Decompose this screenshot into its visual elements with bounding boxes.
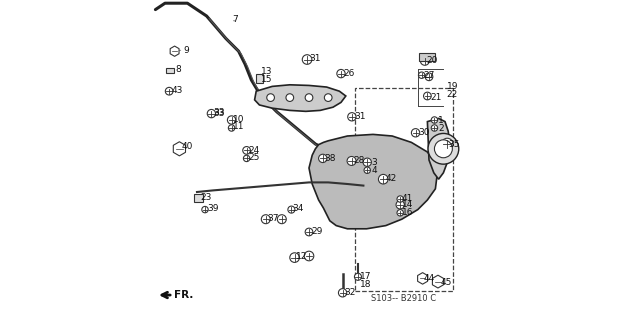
Circle shape bbox=[431, 125, 438, 131]
Polygon shape bbox=[433, 275, 444, 288]
Circle shape bbox=[277, 215, 286, 224]
Text: 15: 15 bbox=[261, 75, 273, 84]
Circle shape bbox=[441, 138, 453, 150]
Circle shape bbox=[319, 154, 327, 163]
Text: 33: 33 bbox=[213, 109, 224, 118]
Circle shape bbox=[348, 113, 356, 121]
Text: 10: 10 bbox=[233, 115, 244, 124]
Bar bbox=[355, 88, 453, 291]
Text: 3: 3 bbox=[371, 158, 377, 167]
Text: 27: 27 bbox=[423, 71, 434, 80]
Circle shape bbox=[431, 117, 438, 123]
Circle shape bbox=[288, 206, 295, 213]
Circle shape bbox=[243, 147, 250, 154]
Circle shape bbox=[347, 156, 356, 165]
Polygon shape bbox=[428, 118, 450, 179]
Text: 30: 30 bbox=[418, 128, 430, 137]
Text: 17: 17 bbox=[360, 272, 371, 281]
Circle shape bbox=[364, 167, 370, 173]
Circle shape bbox=[290, 253, 299, 262]
Text: 2: 2 bbox=[438, 124, 444, 132]
Circle shape bbox=[420, 56, 430, 65]
Circle shape bbox=[261, 215, 270, 224]
Text: 42: 42 bbox=[385, 174, 397, 183]
Circle shape bbox=[397, 210, 404, 216]
Text: 38: 38 bbox=[324, 154, 336, 163]
Text: 26: 26 bbox=[344, 69, 355, 78]
Text: 43: 43 bbox=[171, 86, 183, 95]
Circle shape bbox=[337, 69, 345, 78]
Text: 32: 32 bbox=[344, 288, 355, 297]
Text: S103-- B2910 C: S103-- B2910 C bbox=[371, 294, 436, 303]
Text: 35: 35 bbox=[448, 140, 460, 148]
Text: 31: 31 bbox=[309, 54, 321, 63]
Polygon shape bbox=[420, 53, 436, 61]
Polygon shape bbox=[255, 85, 346, 111]
Text: 39: 39 bbox=[207, 204, 219, 213]
Text: 12: 12 bbox=[296, 252, 307, 261]
Circle shape bbox=[355, 273, 362, 280]
Text: 20: 20 bbox=[427, 56, 438, 65]
Text: 28: 28 bbox=[353, 156, 365, 165]
Text: FR.: FR. bbox=[174, 290, 193, 300]
Text: 21: 21 bbox=[431, 93, 442, 102]
Text: 8: 8 bbox=[175, 65, 180, 74]
Bar bbox=[256, 74, 263, 83]
Circle shape bbox=[412, 129, 420, 137]
Text: 33: 33 bbox=[213, 108, 224, 117]
Text: 25: 25 bbox=[248, 153, 260, 162]
Text: 1: 1 bbox=[438, 116, 444, 124]
Bar bbox=[194, 195, 203, 203]
Circle shape bbox=[229, 125, 235, 131]
Text: 19: 19 bbox=[447, 82, 458, 91]
Circle shape bbox=[324, 94, 332, 101]
Text: 23: 23 bbox=[200, 193, 211, 202]
Circle shape bbox=[286, 94, 294, 101]
Text: 11: 11 bbox=[233, 122, 244, 131]
Circle shape bbox=[428, 133, 459, 164]
Text: 37: 37 bbox=[268, 214, 279, 223]
Text: 9: 9 bbox=[184, 46, 189, 55]
Circle shape bbox=[423, 92, 431, 100]
Circle shape bbox=[418, 72, 425, 78]
Circle shape bbox=[363, 158, 371, 166]
Text: 45: 45 bbox=[440, 278, 452, 287]
Circle shape bbox=[227, 116, 235, 124]
Text: 40: 40 bbox=[182, 142, 193, 151]
Circle shape bbox=[397, 196, 404, 202]
Circle shape bbox=[304, 251, 314, 261]
Text: 16: 16 bbox=[402, 208, 413, 217]
Text: 44: 44 bbox=[424, 274, 435, 283]
Circle shape bbox=[339, 289, 347, 297]
Polygon shape bbox=[418, 273, 428, 284]
Circle shape bbox=[243, 155, 250, 162]
Polygon shape bbox=[173, 142, 185, 156]
Text: 14: 14 bbox=[402, 200, 413, 209]
Text: 41: 41 bbox=[402, 194, 413, 203]
Text: 22: 22 bbox=[447, 90, 458, 99]
Circle shape bbox=[207, 109, 216, 118]
Circle shape bbox=[305, 228, 313, 236]
Circle shape bbox=[305, 94, 313, 101]
Circle shape bbox=[202, 206, 208, 213]
Text: 13: 13 bbox=[261, 67, 273, 76]
Polygon shape bbox=[170, 46, 179, 56]
Polygon shape bbox=[309, 134, 437, 229]
Text: 29: 29 bbox=[311, 227, 323, 236]
Text: 18: 18 bbox=[360, 280, 371, 289]
Text: 7: 7 bbox=[232, 15, 238, 24]
Circle shape bbox=[425, 73, 433, 81]
Circle shape bbox=[396, 201, 404, 209]
Text: 31: 31 bbox=[354, 112, 365, 121]
Text: 4: 4 bbox=[371, 166, 377, 175]
Circle shape bbox=[302, 55, 312, 64]
Circle shape bbox=[378, 174, 388, 184]
Text: 34: 34 bbox=[293, 204, 304, 213]
Text: 24: 24 bbox=[248, 146, 260, 155]
Bar bbox=[166, 68, 174, 73]
Circle shape bbox=[434, 140, 452, 158]
Circle shape bbox=[267, 94, 274, 101]
Circle shape bbox=[166, 87, 173, 95]
